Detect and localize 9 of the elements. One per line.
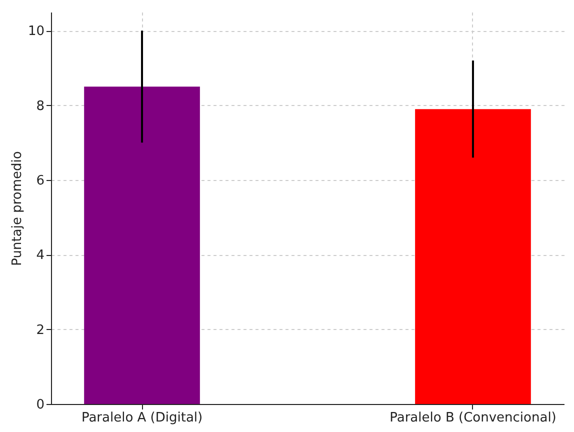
y-axis-title: Puntaje promedio — [10, 151, 25, 266]
y-tick-label: 8 — [36, 98, 44, 114]
y-tick-label: 2 — [36, 322, 44, 338]
y-tick-label: 0 — [36, 398, 44, 412]
y-tick-label: 6 — [36, 174, 44, 188]
y-tick-label: 10 — [28, 24, 44, 40]
x-tick-label: Paralelo B (Convencional) — [390, 410, 556, 426]
x-tick-label: Paralelo A (Digital) — [81, 410, 203, 426]
y-tick-label: 4 — [36, 248, 44, 264]
